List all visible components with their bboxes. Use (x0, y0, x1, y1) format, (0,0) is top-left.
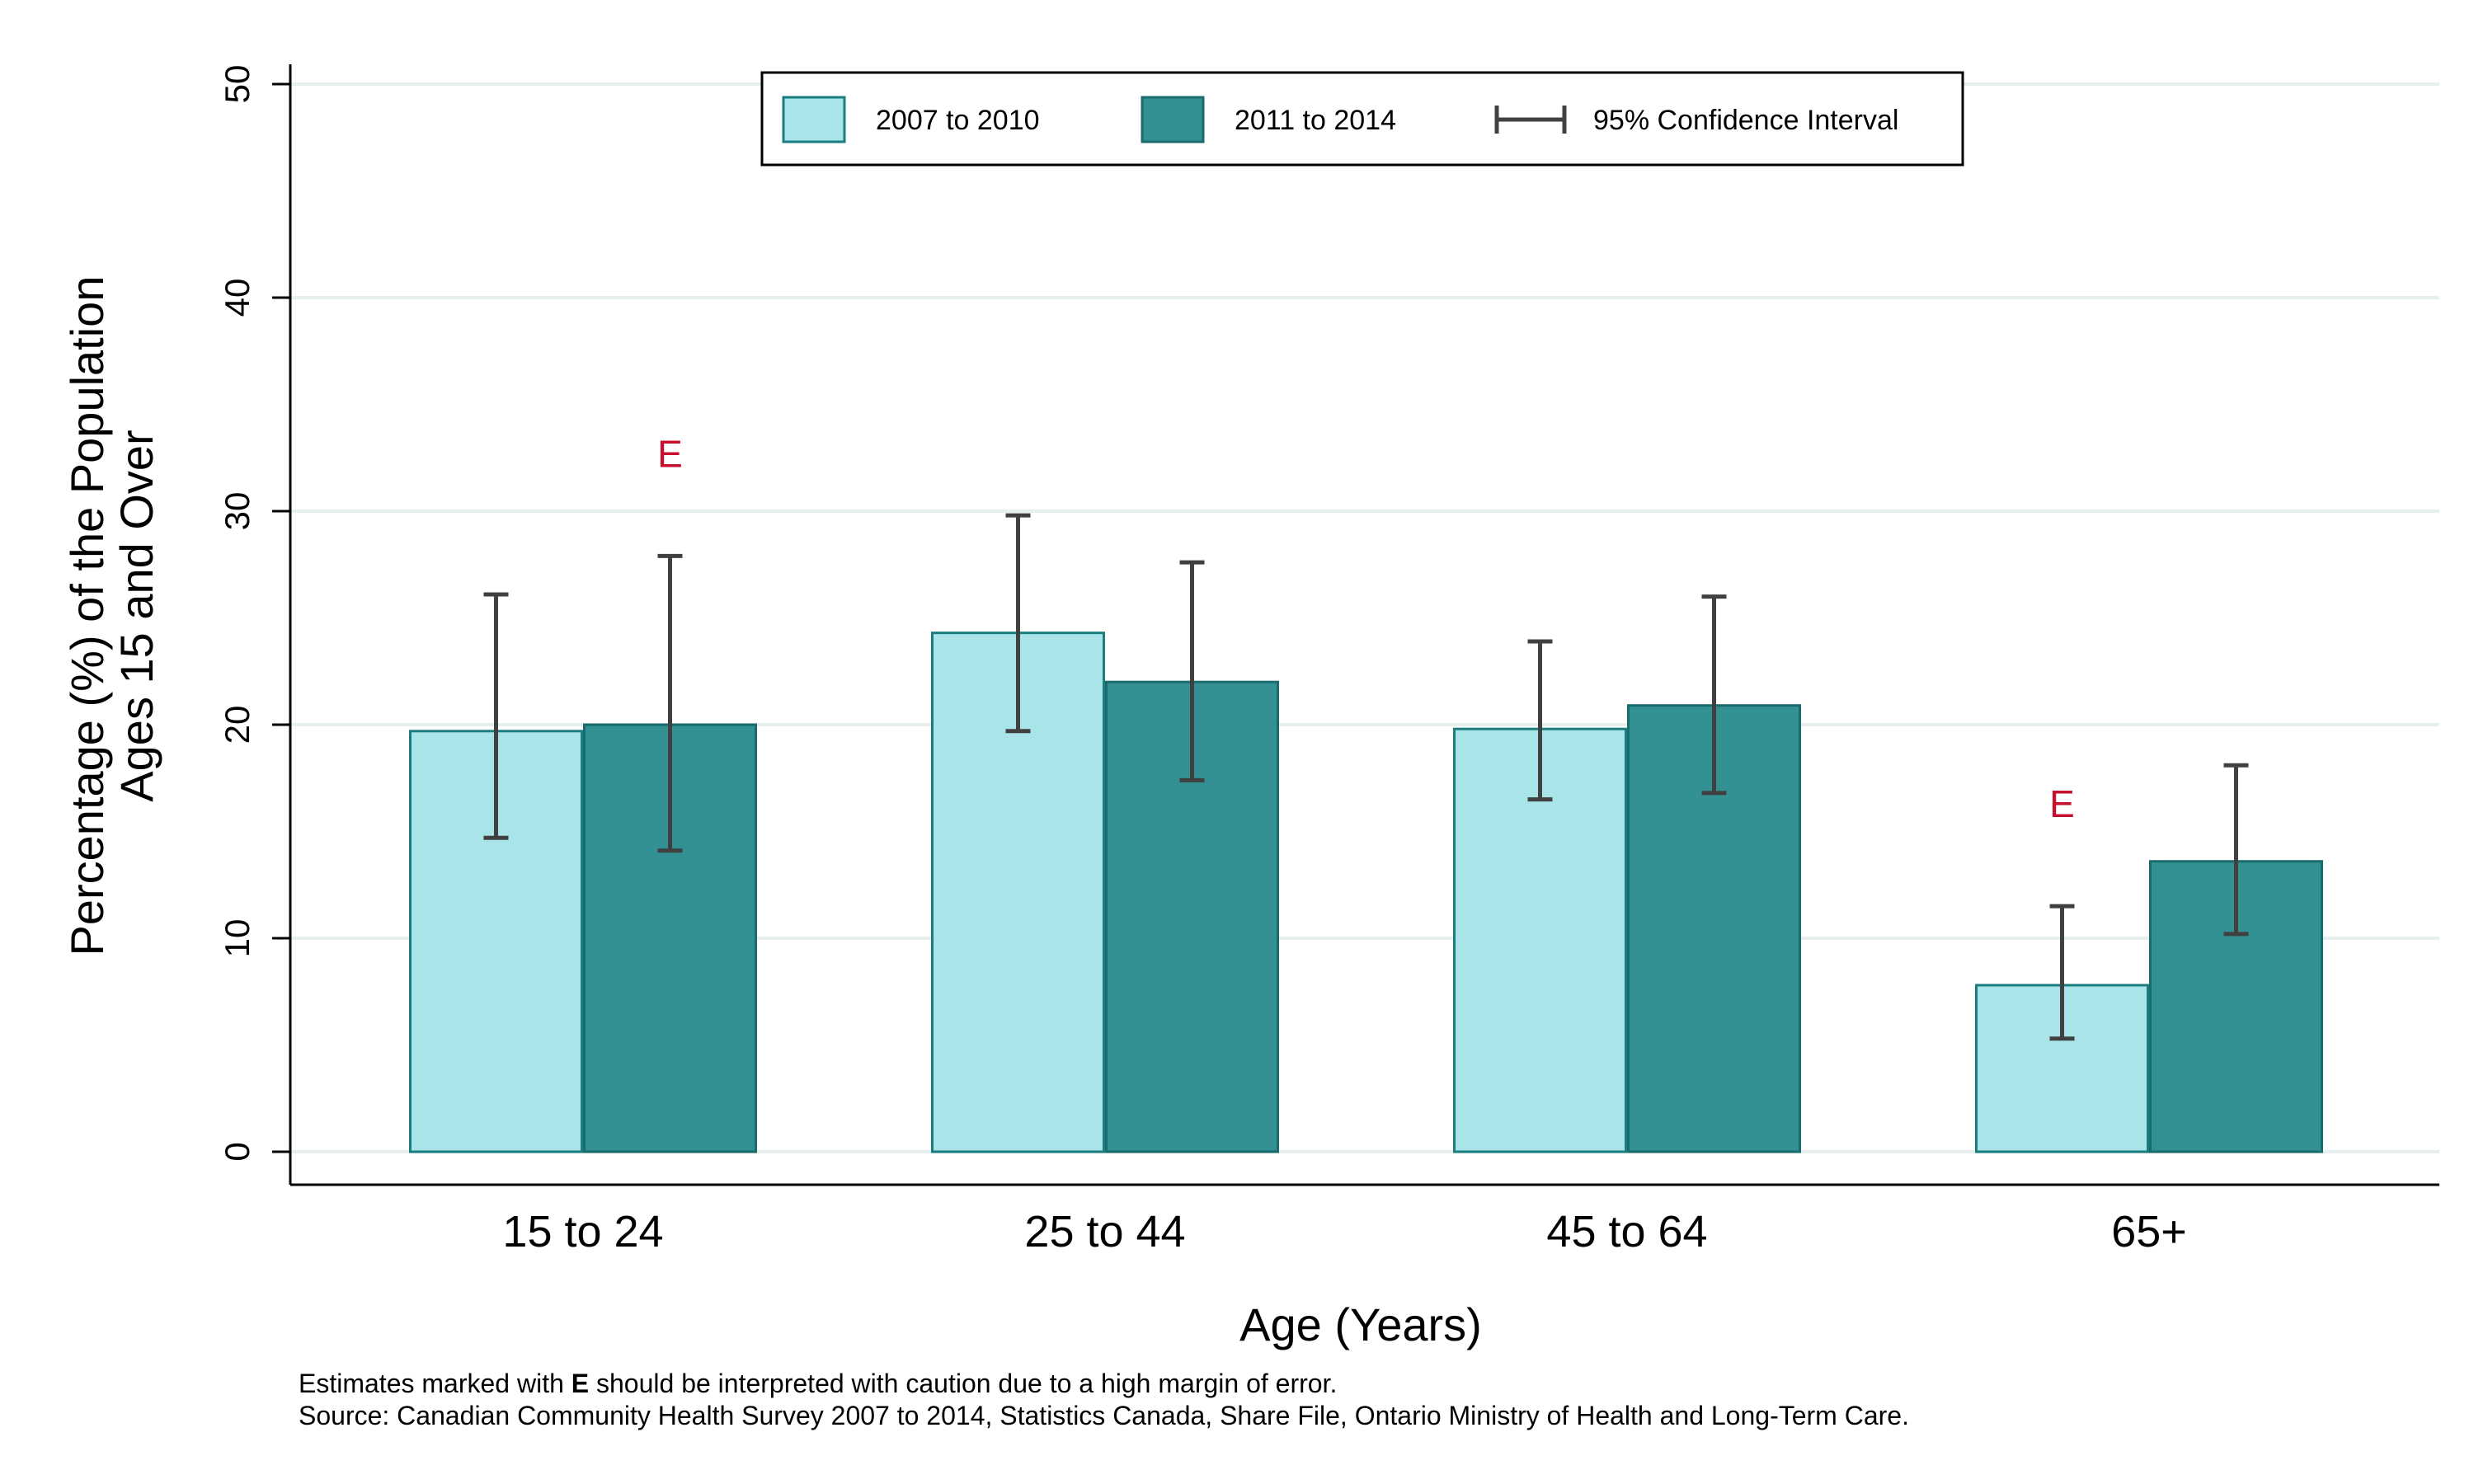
y-tick-label: 0 (218, 1142, 256, 1161)
legend: 2007 to 2010 2011 to 2014 95% Confidence… (760, 71, 1964, 167)
source-note: Source: Canadian Community Health Survey… (299, 1401, 1909, 1430)
caution-flag: E (571, 1369, 590, 1398)
legend-label-2007-2010: 2007 to 2010 (876, 105, 1040, 136)
caution-note: Estimates marked with E should be interp… (299, 1367, 1337, 1400)
x-category-label: 65+ (2111, 1207, 2187, 1256)
y-tick-label: 30 (218, 492, 256, 531)
y-axis-title-line1: Percentage (%) of the Population (61, 276, 113, 956)
estimate-flags: EE (657, 432, 2075, 825)
x-axis-title: Age (Years) (1239, 1298, 1482, 1350)
error-bars (483, 513, 2249, 1041)
caution-suffix: should be interpreted with caution due t… (589, 1369, 1338, 1398)
estimate-flag: E (657, 432, 683, 475)
y-tick-label: 10 (218, 919, 256, 958)
caution-prefix: Estimates marked with (299, 1369, 571, 1398)
legend-swatch-2011-2014 (1141, 96, 1205, 143)
estimate-flag: E (2049, 782, 2075, 825)
legend-box (760, 71, 1964, 167)
y-axis-ticks: 0 10 20 30 40 50 (218, 65, 290, 1162)
y-tick-label: 50 (218, 65, 256, 104)
y-tick-label: 40 (218, 279, 256, 317)
x-category-label: 25 to 44 (1024, 1207, 1185, 1256)
x-category-label: 45 to 64 (1546, 1207, 1707, 1256)
legend-label-ci: 95% Confidence Interval (1593, 105, 1898, 136)
axes (289, 64, 2439, 1186)
legend-ci-symbol (1494, 106, 1567, 134)
y-tick-label: 20 (218, 706, 256, 744)
y-axis-title: Percentage (%) of the Population Ages 15… (61, 276, 162, 956)
legend-label-2011-2014: 2011 to 2014 (1235, 105, 1396, 136)
legend-swatch-2007-2010 (782, 96, 846, 143)
x-category-label: 15 to 24 (502, 1207, 663, 1256)
bars (409, 632, 2323, 1153)
x-axis-labels: 15 to 24 25 to 44 45 to 64 65+ (502, 1207, 2186, 1256)
y-axis-title-line2: Ages 15 and Over (111, 430, 162, 801)
